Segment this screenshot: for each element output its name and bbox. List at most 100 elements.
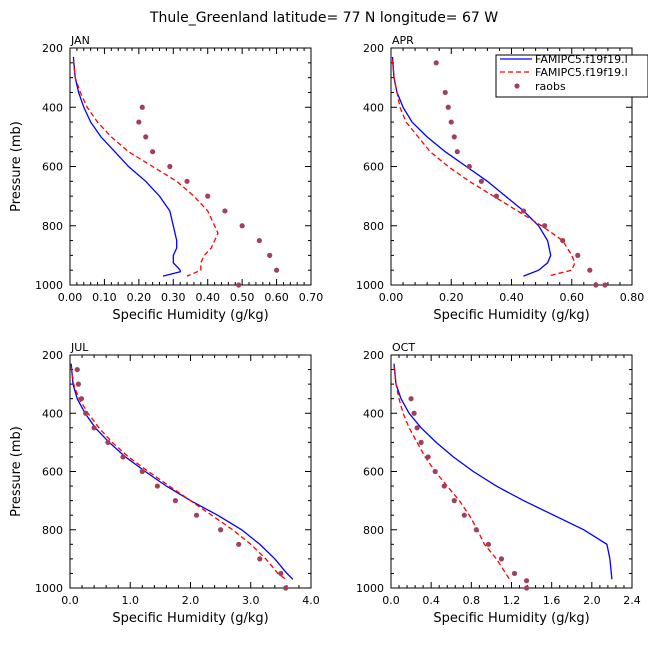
raobs-point <box>602 282 608 288</box>
raobs-point <box>454 149 460 155</box>
x-tick-label: 0.60 <box>264 291 289 304</box>
x-tick-label: 0.8 <box>463 594 481 607</box>
y-tick-label: 200 <box>42 349 63 362</box>
raobs-point <box>414 425 420 431</box>
plot-frame <box>390 354 633 589</box>
x-tick-label: 0.0 <box>382 594 400 607</box>
x-tick-label: 1.6 <box>543 594 561 607</box>
y-tick-label: 200 <box>363 42 384 55</box>
x-tick-label: 0.30 <box>161 291 186 304</box>
raobs-point <box>236 282 242 288</box>
y-tick-label: 1000 <box>356 582 384 595</box>
raobs-point <box>523 578 530 584</box>
series-line-solid <box>72 56 181 277</box>
x-tick-label: 0.80 <box>620 291 645 304</box>
series-line-dashed <box>70 366 287 580</box>
x-axis-title: Specific Humidity (g/kg) <box>112 308 268 323</box>
raobs-point <box>442 89 448 96</box>
x-tick-label: 4.0 <box>302 594 320 607</box>
x-tick-label: 2.0 <box>583 594 601 607</box>
raobs-point <box>136 119 142 125</box>
raobs-point <box>139 104 145 110</box>
series-line-dashed <box>72 59 219 277</box>
y-axis-title: Pressure (mb) <box>9 426 24 517</box>
panel-label: APR <box>392 34 414 47</box>
raobs-point <box>520 208 527 214</box>
raobs-point <box>256 237 262 244</box>
raobs-point <box>205 193 211 199</box>
x-tick-label: 0.50 <box>230 291 255 304</box>
x-axis-title: Specific Humidity (g/kg) <box>433 611 589 626</box>
y-tick-label: 400 <box>42 407 63 420</box>
raobs-point <box>83 410 89 416</box>
raobs-point <box>150 149 156 155</box>
raobs-point <box>485 541 492 547</box>
raobs-point <box>441 483 447 489</box>
raobs-point <box>418 439 424 445</box>
y-tick-label: 200 <box>42 42 63 55</box>
raobs-point <box>411 410 417 416</box>
raobs-point <box>511 570 518 577</box>
x-tick-label: 0.0 <box>61 594 79 607</box>
x-tick-label: 1.0 <box>122 594 140 607</box>
raobs-point <box>278 570 284 577</box>
raobs-point <box>167 163 173 170</box>
x-tick-label: 3.0 <box>242 594 260 607</box>
y-tick-label: 800 <box>363 220 384 233</box>
legend-marker-raobs <box>514 83 520 89</box>
x-tick-label: 1.2 <box>503 594 521 607</box>
x-tick-label: 2.4 <box>623 594 641 607</box>
raobs-point <box>154 483 160 489</box>
y-tick-label: 800 <box>42 524 63 537</box>
raobs-point <box>120 454 126 460</box>
x-tick-label: 0.4 <box>422 594 440 607</box>
x-tick-label: 0.70 <box>299 291 324 304</box>
legend-box <box>495 54 648 98</box>
figure-title: Thule_Greenland latitude= 77 N longitude… <box>149 10 498 26</box>
y-tick-label: 1000 <box>35 279 63 292</box>
raobs-point <box>478 178 484 184</box>
raobs-point <box>267 252 273 258</box>
series-line-solid <box>391 56 552 277</box>
raobs-point <box>451 498 457 504</box>
plot-frame <box>69 47 312 286</box>
raobs-point <box>498 556 505 562</box>
plot-frame <box>69 354 312 589</box>
y-tick-label: 800 <box>42 220 63 233</box>
raobs-point <box>218 527 224 533</box>
panel-label: JAN <box>70 34 90 47</box>
y-tick-label: 400 <box>42 101 63 114</box>
raobs-point <box>593 282 599 288</box>
x-tick-label: 0.10 <box>92 291 117 304</box>
legend-label: FAMIPC5.f19f19.l <box>535 53 628 66</box>
raobs-point <box>560 237 566 244</box>
raobs-point <box>236 541 242 547</box>
y-tick-label: 400 <box>363 407 384 420</box>
y-tick-label: 600 <box>363 466 384 479</box>
raobs-point <box>222 208 228 214</box>
raobs-point <box>74 366 80 373</box>
raobs-point <box>461 512 467 518</box>
raobs-point <box>91 425 97 431</box>
raobs-point <box>139 468 145 475</box>
raobs-point <box>433 60 439 66</box>
x-tick-label: 0.00 <box>379 291 404 304</box>
y-tick-label: 800 <box>363 524 384 537</box>
x-tick-label: 0.60 <box>560 291 585 304</box>
raobs-point <box>184 178 190 184</box>
raobs-point <box>523 585 530 591</box>
y-tick-label: 600 <box>42 161 63 174</box>
panel-label: OCT <box>392 341 415 354</box>
raobs-point <box>575 252 581 258</box>
legend-label: raobs <box>535 80 566 93</box>
raobs-point <box>445 104 451 110</box>
raobs-point <box>143 134 149 140</box>
x-axis-title: Specific Humidity (g/kg) <box>112 611 268 626</box>
raobs-point <box>239 223 245 229</box>
raobs-point <box>408 396 414 402</box>
raobs-point <box>75 381 82 387</box>
